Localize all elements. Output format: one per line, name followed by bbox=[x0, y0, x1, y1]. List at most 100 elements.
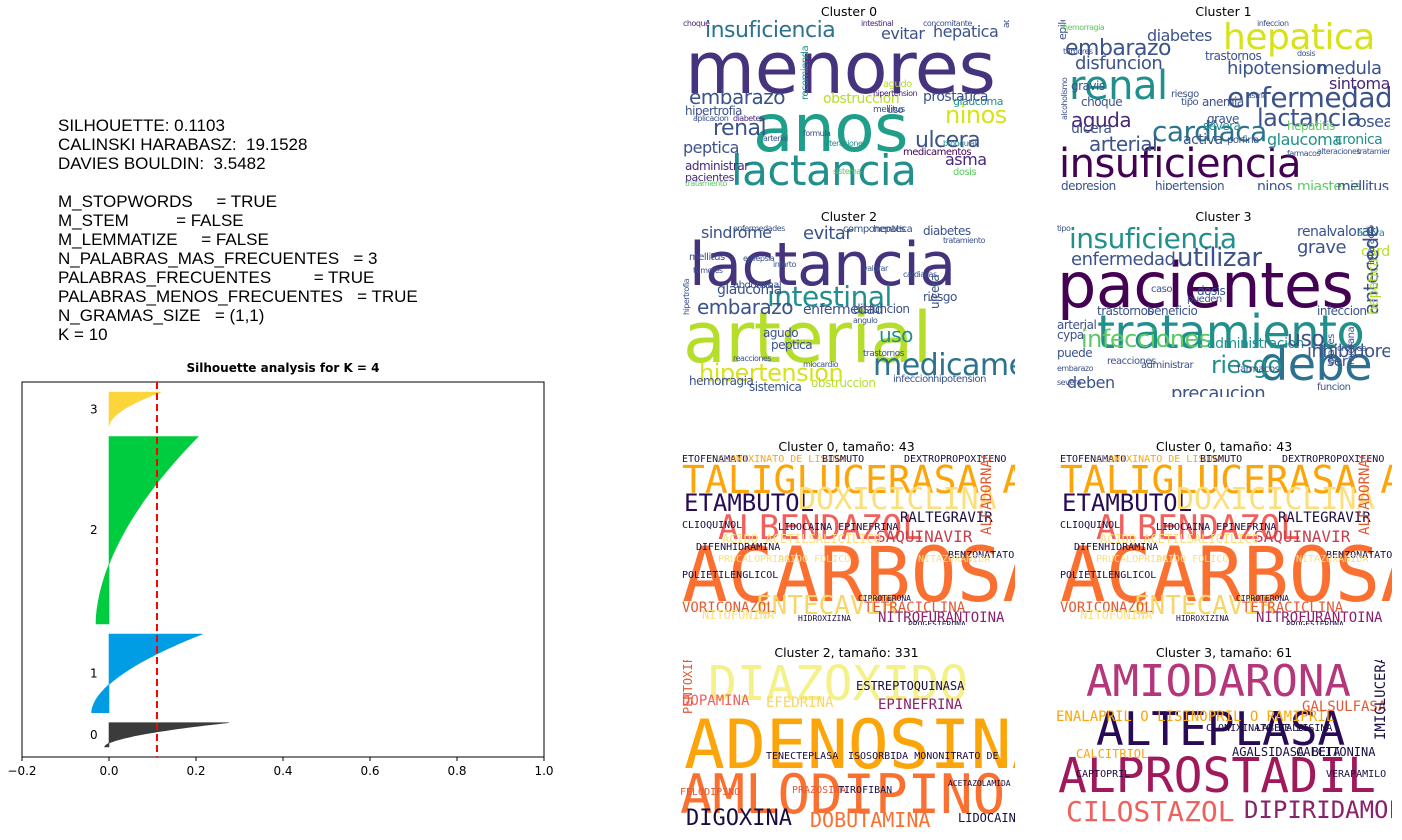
metric-line: PALABRAS_MENOS_FRECUENTES = TRUE bbox=[58, 287, 418, 306]
wordcloud-word: farmacos bbox=[1237, 364, 1280, 375]
wordcloud-word: deben bbox=[1067, 373, 1115, 392]
wordcloud-word: cronica bbox=[1335, 132, 1383, 148]
wordcloud-word: alteraciones bbox=[1317, 147, 1361, 156]
wordcloud-word: glaucoma bbox=[1267, 130, 1342, 149]
wordcloud-word: embarazo bbox=[697, 295, 793, 319]
wordcloud-word: infecciones bbox=[1081, 325, 1211, 353]
wordcloud-word: EPINEFRINA bbox=[878, 697, 963, 713]
wordcloud-word: formula bbox=[803, 129, 831, 138]
wordcloud-title: Cluster 3, tamaño: 61 bbox=[1155, 645, 1293, 660]
wordcloud-word: intestinal bbox=[861, 20, 894, 28]
wordcloud-word: PRAZOSINA bbox=[792, 785, 847, 796]
wordcloud-word: RALTEGRAVIR bbox=[900, 510, 993, 526]
metric-line: SILHOUETTE: 0.1103 bbox=[58, 116, 225, 135]
wordcloud-word: ninos bbox=[945, 101, 1007, 129]
wordcloud-word: PROGESTERONA bbox=[908, 620, 966, 626]
wordcloud-word: agudo bbox=[763, 326, 799, 340]
wordcloud-word: arterial bbox=[1057, 318, 1097, 332]
wordcloud-word: hepatica bbox=[1366, 258, 1382, 315]
wordcloud-word: dosis bbox=[1197, 284, 1226, 298]
x-tick-label: 0.0 bbox=[99, 764, 118, 778]
silhouette-chart-title: Silhouette analysis for K = 4 bbox=[186, 361, 380, 375]
wordcloud-word: ACIDO FOLICO bbox=[1156, 554, 1229, 565]
wordcloud-word: NITOFONINA bbox=[702, 608, 775, 622]
wordcloud-word: embarazo bbox=[1057, 364, 1093, 373]
wordcloud-word: BISMUTO bbox=[822, 455, 865, 465]
wordcloud-word: tumores bbox=[693, 266, 723, 275]
wordcloud-word: utilizar bbox=[1177, 243, 1262, 273]
wordcloud-panel: AMIODARONA ALTEPLASA ALPROSTADIL CILOSTAZOL… bbox=[1056, 660, 1392, 830]
wordcloud-panel: pacientes tratamiento debe insuficiencia enf… bbox=[1057, 225, 1390, 397]
wordcloud-word: DEXTROPROPOXIFENO bbox=[1282, 455, 1385, 465]
wordcloud-word: NITOFONINA bbox=[1080, 608, 1153, 622]
wordcloud-word: hipertension bbox=[699, 359, 844, 387]
wordcloud-word: disfuncion bbox=[853, 302, 910, 316]
wordcloud-panel: ACARBOSA TALIGLUCERASA ALFA ALBENDAZOLETAM… bbox=[1056, 455, 1392, 625]
wordcloud-word: lactancia bbox=[731, 146, 917, 189]
wordcloud-word: infeccion bbox=[1257, 20, 1289, 28]
x-tick-label: 0.8 bbox=[447, 764, 466, 778]
wordcloud-word: hipotension bbox=[933, 374, 986, 385]
wordcloud-word: dosis bbox=[953, 167, 977, 178]
wordcloud-word: infeccion bbox=[1317, 304, 1367, 318]
silhouette-cluster-1 bbox=[91, 633, 203, 714]
wordcloud-word: LIDOCAINA bbox=[958, 811, 1015, 825]
wordcloud-word: sintomas bbox=[1329, 74, 1390, 93]
wordcloud-word: FELODIPINO bbox=[680, 787, 741, 798]
wordcloud-word: AGALSIDASA BETA bbox=[1232, 745, 1341, 759]
metric-line: PALABRAS_FRECUENTES = TRUE bbox=[58, 268, 375, 287]
wordcloud-word: NITROFURANTOINA bbox=[878, 610, 1005, 625]
wordcloud-word: lactancia bbox=[689, 230, 956, 300]
wordcloud-word: peptica bbox=[683, 138, 739, 157]
wordcloud-word: insuficiencia bbox=[1069, 225, 1237, 255]
silhouette-chart: 0 1 2 3 −0.2 0.0 0.2 0.4 0.6 0.8 1.0 bbox=[7, 381, 554, 778]
wordcloud-word: ulcera bbox=[1071, 121, 1112, 137]
wordcloud-word: trastornos bbox=[863, 349, 904, 359]
wordcloud-word: medicamento bbox=[873, 348, 1015, 383]
wordcloud-word: enfermedad bbox=[803, 302, 884, 318]
wordcloud-word: porfiria bbox=[1227, 135, 1259, 146]
wordcloud-word: ALPROSTADIL bbox=[1058, 748, 1376, 804]
wordcloud-word: valorar bbox=[863, 264, 888, 273]
wordcloud-word: hepatica bbox=[873, 225, 913, 235]
wordcloud-word: DOXICICLINA bbox=[798, 482, 997, 517]
wordcloud-word: CIPROTERONA bbox=[858, 594, 911, 603]
wordcloud-word: embarazo bbox=[689, 85, 785, 109]
wordcloud-word: recomienda bbox=[800, 45, 811, 100]
wordcloud-word: cronica bbox=[1337, 344, 1367, 354]
wordcloud-word: cardiacas bbox=[903, 270, 937, 279]
wordcloud-word: NITROFURANTOINA bbox=[1256, 610, 1383, 625]
wordcloud-word: PENTOXIFILINA bbox=[681, 660, 695, 714]
wordcloud-word: DIGOXINA bbox=[686, 806, 792, 830]
wordcloud-word: hipertension bbox=[1155, 179, 1225, 190]
wordcloud-word: AMLODIPINO bbox=[680, 763, 1006, 826]
wordcloud-word: administrar bbox=[1141, 360, 1194, 371]
wordcloud-word: ser bbox=[1327, 354, 1348, 370]
wordcloud-word: hipotension bbox=[1227, 58, 1327, 79]
wordcloud-panel: DIAZOXIDOADENOSINAAMLODIPINO DOPAMINA EFED… bbox=[678, 660, 1015, 830]
wordcloud-word: ulcera bbox=[928, 274, 942, 309]
metric-line: N_PALABRAS_MAS_FRECUENTES = 3 bbox=[58, 249, 378, 268]
wordcloud-word: sindrome bbox=[701, 225, 772, 242]
metric-line: N_GRAMAS_SIZE = (1,1) bbox=[58, 306, 265, 325]
wordcloud-word: NITAZOXANIDA bbox=[1296, 554, 1369, 565]
metric-line: M_LEMMATIZE = FALSE bbox=[58, 230, 269, 249]
wordcloud-word: ETAMBUTOL bbox=[684, 489, 815, 517]
wordcloud-word: ALBENDAZOL bbox=[718, 508, 923, 548]
x-tick-label: −0.2 bbox=[7, 764, 36, 778]
wordcloud-word: CILOSTAZOL bbox=[1066, 795, 1235, 828]
wordcloud-panel: lactancia arterial intestinal hipertension m… bbox=[683, 225, 1015, 393]
wordcloud-word: anos bbox=[753, 90, 909, 167]
wordcloud-title: Cluster 2 bbox=[820, 209, 878, 224]
wordcloud-word: ETOFENAMATO bbox=[682, 455, 749, 465]
wordcloud-word: choque bbox=[683, 20, 710, 28]
wordcloud-word: concomitante bbox=[923, 20, 972, 28]
metric-line: M_STEM = FALSE bbox=[58, 211, 244, 230]
wordcloud-word: TETRACICLINA bbox=[864, 600, 966, 616]
wordcloud-word: dosis bbox=[1297, 49, 1316, 58]
wordcloud-word: caso bbox=[1151, 284, 1172, 295]
wordcloud-word: CALCITRIOL bbox=[1076, 747, 1149, 761]
wordcloud-word: diabetes bbox=[923, 225, 971, 238]
wordcloud-word: debe bbox=[1259, 337, 1373, 391]
